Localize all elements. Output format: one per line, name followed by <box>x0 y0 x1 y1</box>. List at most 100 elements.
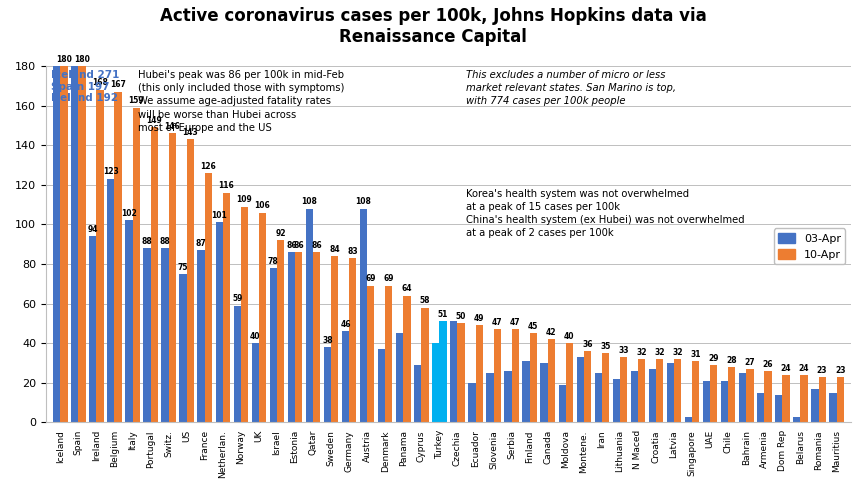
Text: 59: 59 <box>232 294 242 303</box>
Text: 75: 75 <box>178 263 188 272</box>
Bar <box>252 343 259 423</box>
Text: 23: 23 <box>817 365 827 375</box>
Bar <box>757 393 765 423</box>
Text: 24: 24 <box>798 363 810 373</box>
Text: 69: 69 <box>384 275 394 283</box>
Bar <box>114 92 121 423</box>
Bar <box>161 248 169 423</box>
Text: Iceland 271
Spain 197
Ireland 192: Iceland 271 Spain 197 Ireland 192 <box>51 70 120 103</box>
Bar <box>577 357 584 423</box>
Text: 78: 78 <box>268 257 279 266</box>
Bar <box>728 367 735 423</box>
Bar <box>685 417 692 423</box>
Text: 32: 32 <box>637 348 647 357</box>
Bar <box>450 321 457 423</box>
Text: 32: 32 <box>655 348 665 357</box>
Text: 168: 168 <box>92 78 108 87</box>
Text: 47: 47 <box>492 318 502 327</box>
Bar <box>746 369 753 423</box>
Bar <box>667 363 674 423</box>
Text: 24: 24 <box>781 363 792 373</box>
Text: 180: 180 <box>56 55 72 64</box>
Text: 58: 58 <box>420 296 430 305</box>
Bar <box>422 308 429 423</box>
Bar <box>378 349 385 423</box>
Bar <box>269 268 277 423</box>
Text: 42: 42 <box>546 328 557 337</box>
Bar <box>630 371 638 423</box>
Bar <box>638 359 645 423</box>
Bar <box>179 274 187 423</box>
Bar <box>547 339 555 423</box>
Bar <box>432 343 439 423</box>
Text: 40: 40 <box>564 332 575 341</box>
Bar <box>782 375 790 423</box>
Bar <box>241 207 248 423</box>
Text: 116: 116 <box>218 181 234 190</box>
Bar <box>367 286 374 423</box>
Text: 69: 69 <box>365 275 376 283</box>
Bar <box>793 417 800 423</box>
Text: 101: 101 <box>211 211 227 220</box>
Bar <box>765 371 772 423</box>
Text: 159: 159 <box>128 96 144 105</box>
Text: 29: 29 <box>708 353 719 363</box>
Bar <box>126 220 132 423</box>
Text: 123: 123 <box>103 168 119 176</box>
Text: 88: 88 <box>141 237 152 246</box>
Text: 33: 33 <box>618 346 629 355</box>
Bar <box>721 381 728 423</box>
Bar <box>602 353 609 423</box>
Text: 40: 40 <box>250 332 261 341</box>
Bar <box>522 361 530 423</box>
Bar <box>613 379 620 423</box>
Text: 88: 88 <box>159 237 171 246</box>
Text: 31: 31 <box>690 350 701 359</box>
Text: 143: 143 <box>183 128 198 137</box>
Text: 92: 92 <box>275 229 286 238</box>
Text: 26: 26 <box>763 359 773 369</box>
Bar <box>512 329 519 423</box>
Bar <box>151 127 158 423</box>
Text: 83: 83 <box>347 246 358 256</box>
Bar <box>800 375 808 423</box>
Bar <box>457 323 465 423</box>
Bar <box>584 351 591 423</box>
Text: 167: 167 <box>110 80 126 89</box>
Bar <box>674 359 682 423</box>
Legend: 03-Apr, 10-Apr: 03-Apr, 10-Apr <box>774 228 845 264</box>
Bar <box>739 373 746 423</box>
Bar <box>656 359 663 423</box>
Text: 102: 102 <box>121 209 137 218</box>
Text: 27: 27 <box>745 357 755 367</box>
Text: 23: 23 <box>835 365 845 375</box>
Text: 28: 28 <box>727 355 737 365</box>
Bar <box>385 286 392 423</box>
Text: 149: 149 <box>146 116 162 125</box>
Text: 51: 51 <box>438 310 449 319</box>
Bar <box>530 333 537 423</box>
Bar <box>234 306 241 423</box>
Bar <box>169 133 176 423</box>
Bar <box>71 66 78 423</box>
Bar <box>197 250 204 423</box>
Bar <box>504 371 512 423</box>
Text: 47: 47 <box>510 318 520 327</box>
Bar <box>710 365 717 423</box>
Text: 45: 45 <box>528 322 539 331</box>
Bar <box>649 369 656 423</box>
Bar <box>559 385 565 423</box>
Bar <box>494 329 501 423</box>
Bar <box>313 252 320 423</box>
Text: 94: 94 <box>87 225 98 234</box>
Text: Hubei's peak was 86 per 100k in mid-Feb
(this only included those with symptoms): Hubei's peak was 86 per 100k in mid-Feb … <box>138 70 345 133</box>
Bar <box>89 236 96 423</box>
Bar <box>837 377 843 423</box>
Bar <box>811 389 818 423</box>
Bar <box>132 107 139 423</box>
Bar <box>187 139 194 423</box>
Text: 32: 32 <box>672 348 683 357</box>
Text: 86: 86 <box>294 241 304 250</box>
Text: Active coronavirus cases per 100k, Johns Hopkins data via
Renaissance Capital: Active coronavirus cases per 100k, Johns… <box>159 7 707 46</box>
Text: 35: 35 <box>600 342 611 351</box>
